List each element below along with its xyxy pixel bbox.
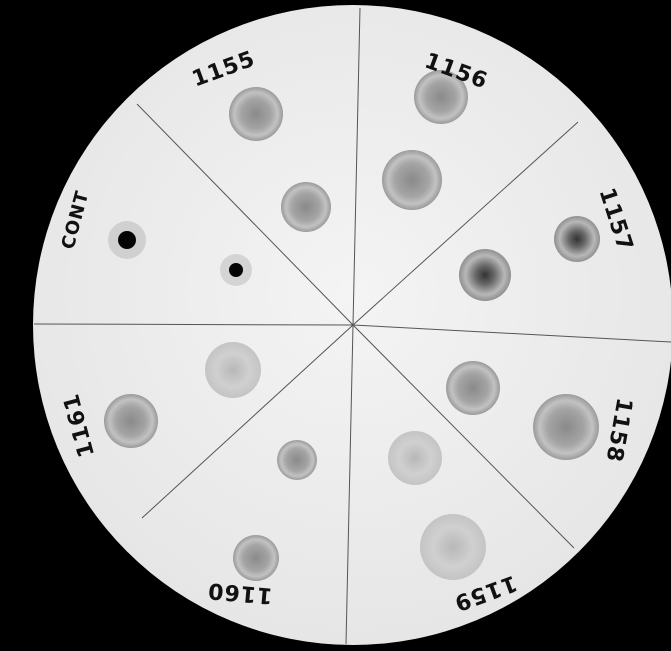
colony (554, 216, 600, 262)
colony (533, 394, 599, 460)
sector-line (33, 323, 354, 326)
colony (388, 431, 442, 485)
colony (233, 535, 279, 581)
sector-lines (33, 7, 671, 645)
colony (229, 87, 283, 141)
sector-line (136, 103, 354, 326)
colony (446, 361, 500, 415)
sector-line (352, 7, 361, 326)
sector-line (345, 324, 354, 645)
colony (420, 514, 486, 580)
sector-line (352, 324, 671, 343)
sector-line (352, 121, 579, 326)
colony (281, 182, 331, 232)
colony (459, 249, 511, 301)
colony-center (118, 231, 136, 249)
colony (414, 70, 468, 124)
sector-label: 1160 (206, 577, 273, 608)
sector-line (141, 324, 354, 519)
colony (205, 342, 261, 398)
colony (277, 440, 317, 480)
colony (104, 394, 158, 448)
colonies (104, 70, 600, 581)
colony-center (229, 263, 243, 277)
sector-line (352, 324, 575, 549)
colony (382, 150, 442, 210)
